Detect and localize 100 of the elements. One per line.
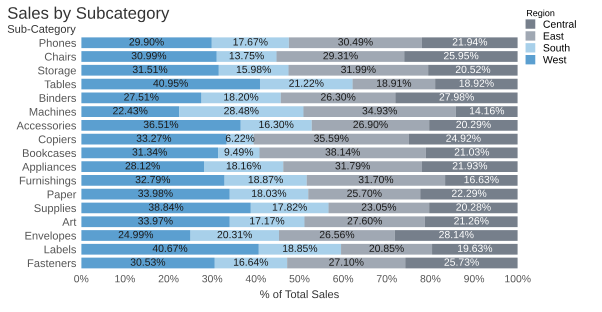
bar <box>312 120 430 131</box>
data-label: 31.34% <box>132 148 167 156</box>
y-tick-label: Bookcases <box>22 148 76 158</box>
data-label: 33.97% <box>138 217 173 224</box>
data-label: 17.17% <box>250 217 284 224</box>
legend-label: South <box>543 44 570 52</box>
bar <box>214 258 288 268</box>
y-tick-label: Art <box>62 218 76 226</box>
data-label: 16.30% <box>259 120 294 128</box>
data-label: 27.60% <box>348 217 382 224</box>
data-label: 26.90% <box>353 120 388 128</box>
bar <box>81 175 224 186</box>
bar <box>420 188 518 200</box>
x-tick-label: 20% <box>158 275 179 282</box>
bar <box>426 148 518 158</box>
bar <box>81 120 241 131</box>
bar <box>287 258 406 268</box>
legend-label: West <box>542 56 566 64</box>
bar <box>81 78 260 90</box>
bar <box>81 244 259 255</box>
bar <box>280 92 396 104</box>
data-label: 31.79% <box>335 162 370 170</box>
data-label: 21.22% <box>289 79 324 87</box>
x-tick-label: 100% <box>505 275 531 282</box>
bar <box>341 244 432 255</box>
chart-title: Sales by Subcategory <box>8 6 170 22</box>
y-tick-label: Tables <box>44 80 76 88</box>
y-tick-label: Machines <box>30 108 76 116</box>
bar <box>81 216 230 228</box>
data-label: 9.49% <box>224 148 254 156</box>
data-label: 25.95% <box>444 52 478 60</box>
data-label: 40.67% <box>152 244 188 252</box>
x-tick-label: 40% <box>246 275 266 282</box>
data-label: 30.53% <box>130 258 166 266</box>
data-label: 21.93% <box>452 162 488 170</box>
bar <box>216 51 277 62</box>
bar <box>259 148 426 158</box>
data-label: 16.63% <box>464 176 499 184</box>
bar <box>276 51 404 62</box>
data-label: 25.73% <box>444 258 479 266</box>
data-label: 38.14% <box>325 148 360 156</box>
bar <box>81 148 218 158</box>
data-label: 27.10% <box>329 258 364 266</box>
bar <box>422 37 518 48</box>
y-tick-label: Envelopes <box>25 231 76 242</box>
data-label: 25.70% <box>347 190 382 197</box>
x-tick-label: 50% <box>289 275 310 282</box>
data-label: 31.99% <box>341 66 376 74</box>
data-label: 13.75% <box>230 52 264 60</box>
data-label: 20.31% <box>218 230 252 238</box>
bar <box>278 230 395 241</box>
bar <box>81 230 190 241</box>
bar <box>408 134 518 144</box>
bar <box>81 51 217 62</box>
data-label: 26.30% <box>321 93 356 101</box>
bar <box>81 188 230 200</box>
bar <box>81 64 219 76</box>
data-label: 27.98% <box>439 93 474 101</box>
data-label: 30.49% <box>338 38 373 46</box>
bar <box>81 134 226 144</box>
data-label: 18.03% <box>252 190 286 197</box>
y-axis-title: Sub-Category <box>8 24 76 36</box>
y-tick-label: Chairs <box>44 52 76 61</box>
y-tick-label: Labels <box>44 245 76 254</box>
data-label: 24.92% <box>446 134 481 142</box>
bar <box>304 216 425 228</box>
y-tick-label: Fasteners <box>28 259 76 268</box>
bar <box>224 175 307 186</box>
data-label: 29.90% <box>129 38 164 46</box>
y-tick-label: Copiers <box>38 135 76 146</box>
data-label: 36.51% <box>144 120 178 128</box>
data-label: 22.29% <box>452 190 486 197</box>
y-tick-label: Binders <box>40 94 76 102</box>
bar <box>422 161 518 172</box>
data-label: 15.98% <box>236 66 271 74</box>
data-label: 20.29% <box>456 120 491 128</box>
data-label: 17.67% <box>233 38 268 46</box>
bar <box>81 161 204 172</box>
data-label: 20.52% <box>456 66 490 74</box>
data-label: 24.99% <box>118 230 154 238</box>
bar <box>405 258 518 268</box>
bar <box>179 106 304 117</box>
data-label: 21.03% <box>454 148 490 156</box>
y-tick-label: Furnishings <box>20 176 76 187</box>
y-tick-label: Appliances <box>22 162 76 173</box>
data-label: 23.05% <box>362 203 396 211</box>
data-label: 34.93% <box>362 107 397 114</box>
data-label: 6.22% <box>226 134 254 142</box>
x-tick-label: 0% <box>74 275 88 282</box>
data-label: 16.64% <box>234 258 268 266</box>
data-label: 40.95% <box>153 79 188 87</box>
bar <box>81 258 215 268</box>
bar <box>429 120 518 131</box>
bar <box>435 78 518 90</box>
data-label: 17.82% <box>272 203 307 211</box>
x-tick-label: 10% <box>115 275 135 282</box>
data-label: 14.16% <box>470 107 504 114</box>
bar <box>250 202 329 214</box>
x-tick-label: 80% <box>420 275 440 282</box>
bar <box>396 92 518 104</box>
